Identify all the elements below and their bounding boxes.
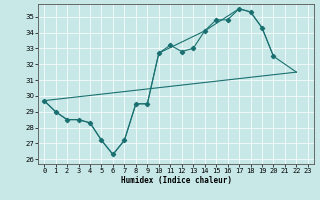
X-axis label: Humidex (Indice chaleur): Humidex (Indice chaleur) — [121, 176, 231, 185]
